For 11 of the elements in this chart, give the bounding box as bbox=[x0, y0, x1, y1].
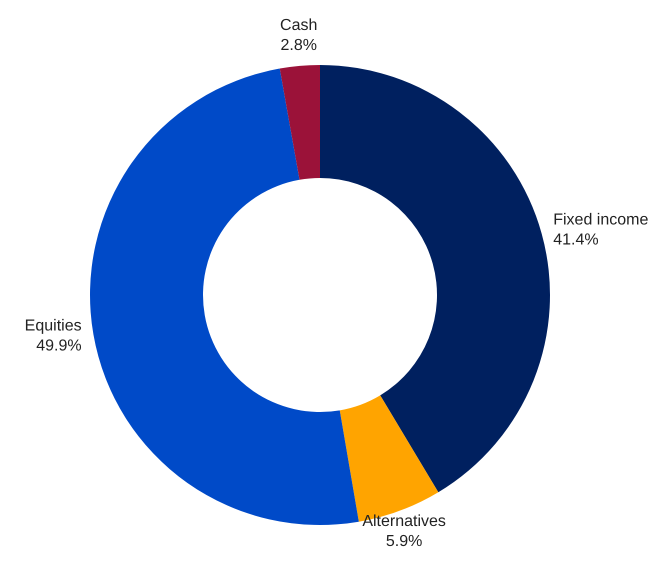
slice-label: Alternatives bbox=[362, 512, 446, 530]
data-label: 41.4% bbox=[553, 231, 599, 248]
slice-label: Equities bbox=[24, 318, 82, 335]
donut-slice bbox=[320, 65, 550, 492]
donut-slice bbox=[90, 68, 359, 525]
slice-label: Cash bbox=[280, 16, 318, 34]
donut-slice bbox=[280, 65, 320, 180]
data-label: 49.9% bbox=[36, 338, 82, 355]
data-label: 5.9% bbox=[386, 532, 422, 550]
data-label: 2.8% bbox=[280, 36, 317, 54]
slice-label: Fixed income bbox=[553, 211, 648, 228]
